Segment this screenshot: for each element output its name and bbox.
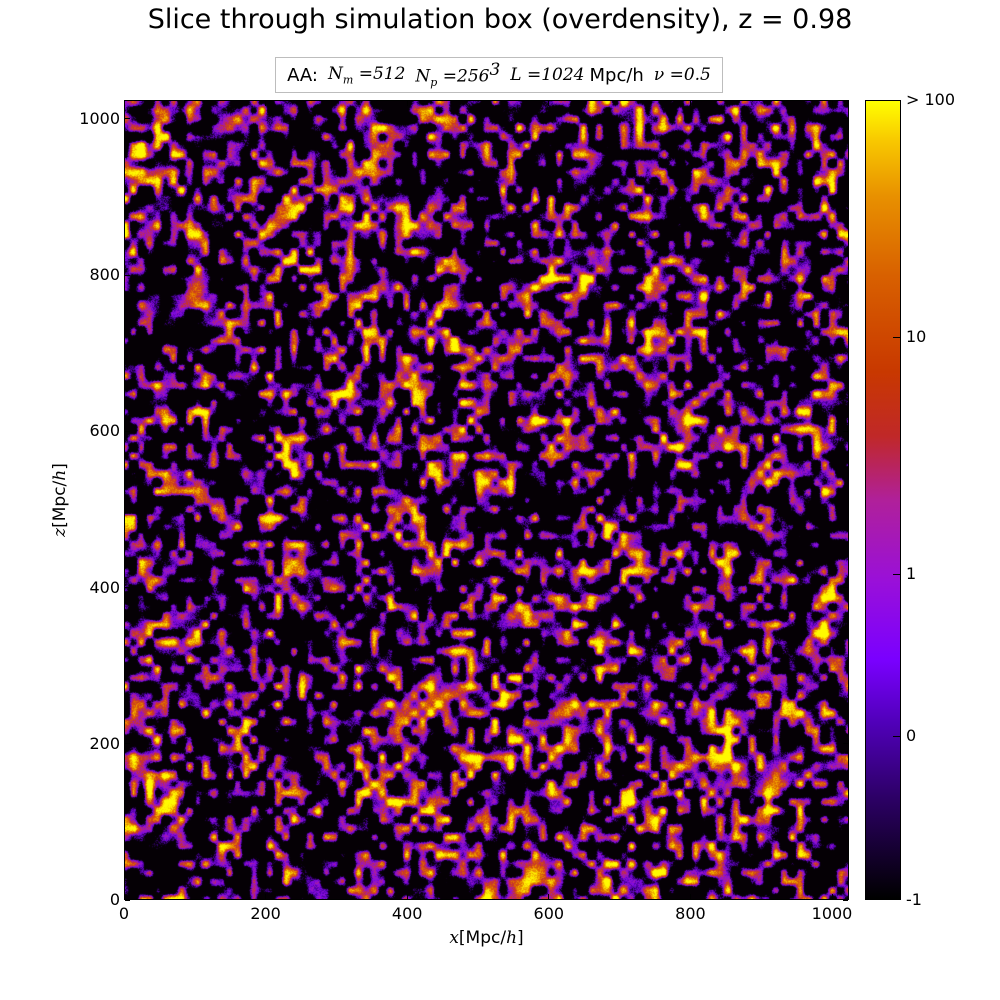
y-tick-mark: [125, 743, 130, 745]
x-tick-label: 600: [533, 904, 565, 923]
x-tick-mark: [406, 101, 408, 106]
plot-area: [124, 100, 849, 900]
legend: AA: Nm =512 Np =2563 L =1024 Mpc/h ν =0.…: [275, 57, 723, 93]
colorbar: [865, 100, 901, 900]
y-tick-label: 0: [109, 890, 120, 909]
y-tick-label: 1000: [79, 108, 120, 128]
y-tick-label: 800: [89, 265, 120, 284]
x-tick-mark: [123, 101, 125, 106]
chart-title: Slice through simulation box (overdensit…: [147, 4, 853, 35]
y-tick-mark: [125, 430, 130, 432]
y-tick-mark: [843, 587, 848, 588]
x-tick-mark: [548, 894, 550, 899]
colorbar-tick-mark: [893, 898, 901, 899]
colorbar-tick-label: -1: [906, 890, 922, 909]
legend-entry-nm: Nm =512: [328, 63, 406, 87]
x-tick-label: 0: [118, 904, 130, 923]
colorbar-tick-mark: [893, 736, 901, 737]
colorbar-tick-mark: [893, 573, 901, 575]
colorbar-tick-label: > 100: [906, 90, 956, 109]
x-tick-mark: [831, 101, 833, 106]
y-tick-label: 400: [89, 577, 120, 597]
y-tick-mark: [843, 274, 848, 276]
colorbar-tick-label: 10: [906, 326, 927, 346]
x-tick-label: 800: [675, 904, 706, 923]
y-tick-mark: [843, 899, 848, 901]
y-axis-label: z[Mpc/h]: [50, 463, 70, 537]
colorbar-tick-mark: [893, 336, 901, 338]
x-tick-label: 400: [391, 904, 423, 923]
y-tick-mark: [125, 587, 130, 588]
x-tick-mark: [406, 894, 408, 899]
y-tick-mark: [125, 118, 130, 120]
y-tick-mark: [843, 430, 848, 432]
density-field-heatmap: [125, 101, 848, 899]
legend-prefix: AA:: [287, 64, 318, 86]
y-tick-mark: [843, 743, 848, 745]
x-tick-mark: [689, 101, 691, 106]
y-tick-mark: [125, 274, 130, 276]
y-tick-mark: [843, 118, 848, 120]
x-tick-mark: [265, 101, 267, 106]
colorbar-tick-mark: [893, 100, 901, 101]
x-tick-mark: [265, 894, 267, 899]
colorbar-tick-label: 1: [906, 563, 917, 583]
x-tick-label: 1000: [811, 904, 853, 923]
x-tick-mark: [689, 894, 691, 899]
legend-unit: Mpc/h: [589, 64, 644, 86]
x-tick-mark: [831, 894, 833, 899]
y-tick-label: 200: [89, 733, 120, 753]
x-tick-mark: [123, 894, 125, 899]
y-tick-mark: [125, 899, 130, 901]
colorbar-tick-label: 0: [906, 726, 917, 745]
x-axis-label: x[Mpc/h]: [449, 928, 524, 948]
legend-entry-nu: ν =0.5: [653, 65, 711, 85]
y-tick-label: 600: [89, 421, 120, 441]
x-tick-mark: [548, 101, 550, 106]
legend-entry-np: Np =2563: [415, 60, 501, 90]
x-tick-label: 200: [250, 904, 281, 923]
legend-entry-l: L =1024: [510, 65, 585, 85]
